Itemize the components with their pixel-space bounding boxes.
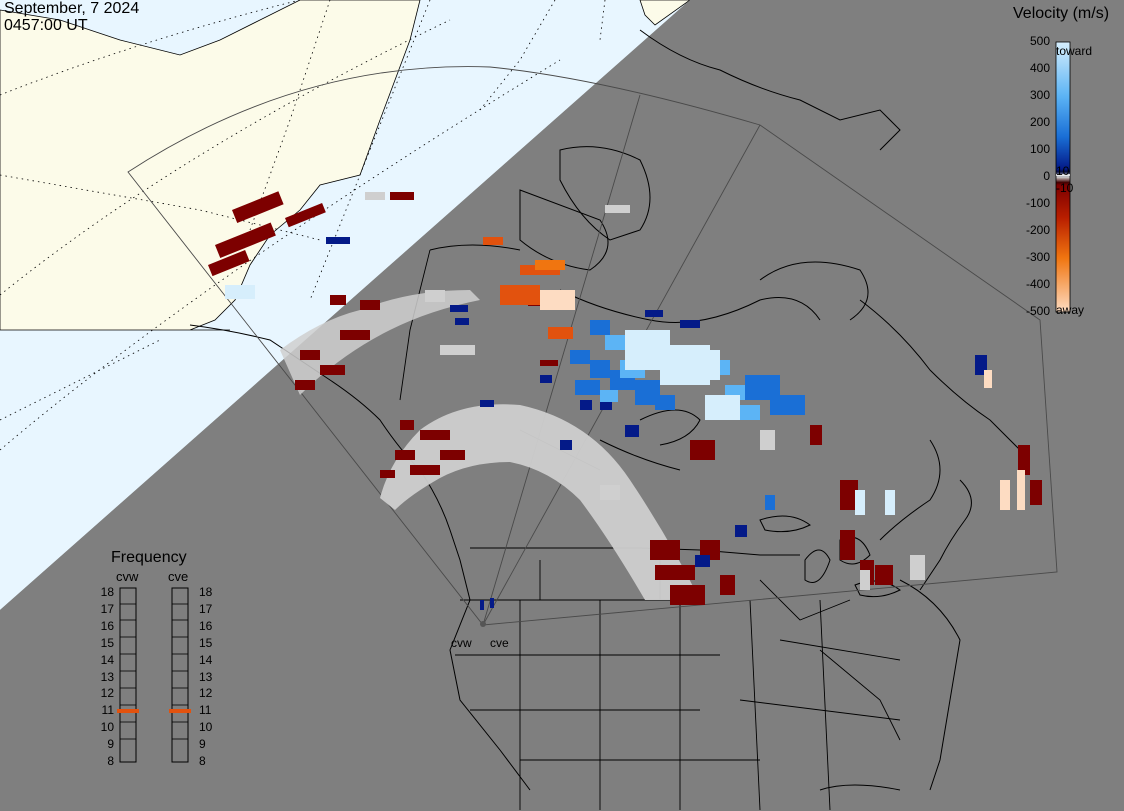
velocity-tick-label: 500: [1029, 34, 1050, 48]
cvw-frequency-level: 16: [100, 618, 114, 633]
velocity-tick-label: 300: [1029, 88, 1050, 102]
cve-column-header: cve: [168, 569, 189, 584]
velocity-tick-label: -400: [1025, 277, 1050, 291]
velocity-cells: [208, 191, 1042, 610]
cvw-frequency-level: 9: [107, 737, 114, 752]
cve-frequency-level: 11: [199, 703, 212, 718]
velocity-tick-label: 200: [1029, 115, 1050, 129]
cvw-column-header: cvw: [116, 569, 139, 584]
date-label: September, 7 2024: [4, 0, 140, 17]
cve-frequency-level: 8: [199, 754, 206, 768]
cvw-frequency-level: 10: [100, 720, 114, 735]
toward-label: toward: [1056, 44, 1093, 58]
velocity-tick-label: 100: [1029, 142, 1050, 156]
cve-site-label: cve: [490, 636, 509, 650]
cvw-frequency-indicator: [117, 709, 139, 713]
cvw-frequency-level: 8: [107, 754, 114, 768]
cvw-frequency-level: 15: [100, 635, 114, 650]
away-label: away: [1056, 303, 1085, 317]
coastlines: [189, 29, 1021, 791]
velocity-colorbar: [1055, 41, 1071, 313]
cve-frequency-level: 16: [199, 618, 213, 633]
cve-frequency-level: 10: [199, 720, 213, 735]
cve-frequency-level: 15: [199, 635, 213, 650]
cvw-frequency-level: 13: [100, 669, 114, 684]
velocity-tick-label: 0: [1043, 169, 1050, 183]
political-borders: [399, 249, 901, 811]
greenland-tip: [639, 0, 691, 26]
velocity-tick-label: -300: [1025, 250, 1050, 264]
cve-frequency-indicator: [169, 709, 191, 713]
small-tick-plus: 10: [1056, 164, 1070, 178]
cve-frequency-level: 13: [199, 669, 213, 684]
cvw-frequency-level: 12: [100, 686, 114, 701]
frequency-boxes: [119, 587, 189, 763]
time-label: 0457:00 UT: [4, 17, 88, 34]
cvw-frequency-level: 11: [101, 703, 114, 718]
velocity-scale-title: Velocity (m/s): [1013, 5, 1110, 22]
cve-frequency-level: 18: [199, 585, 213, 599]
small-tick-minus: -10: [1056, 181, 1074, 195]
cve-frequency-level: 9: [199, 737, 206, 752]
latitude-grid: [0, 0, 606, 451]
cve-frequency-level: 12: [199, 686, 213, 701]
frequency-title: Frequency: [111, 549, 187, 566]
cvw-frequency-level: 17: [100, 601, 114, 616]
cvw-frequency-level: 14: [100, 652, 114, 667]
velocity-tick-label: -500: [1025, 304, 1050, 318]
cvw-frequency-level: 18: [100, 585, 114, 599]
cve-frequency-level: 17: [199, 601, 213, 616]
cvw-radar-site: [480, 621, 486, 627]
velocity-tick-label: -100: [1025, 196, 1050, 210]
velocity-tick-label: -200: [1025, 223, 1050, 237]
cve-frequency-level: 14: [199, 652, 213, 667]
cvw-site-label: cvw: [451, 636, 472, 650]
velocity-tick-label: 400: [1029, 61, 1050, 75]
